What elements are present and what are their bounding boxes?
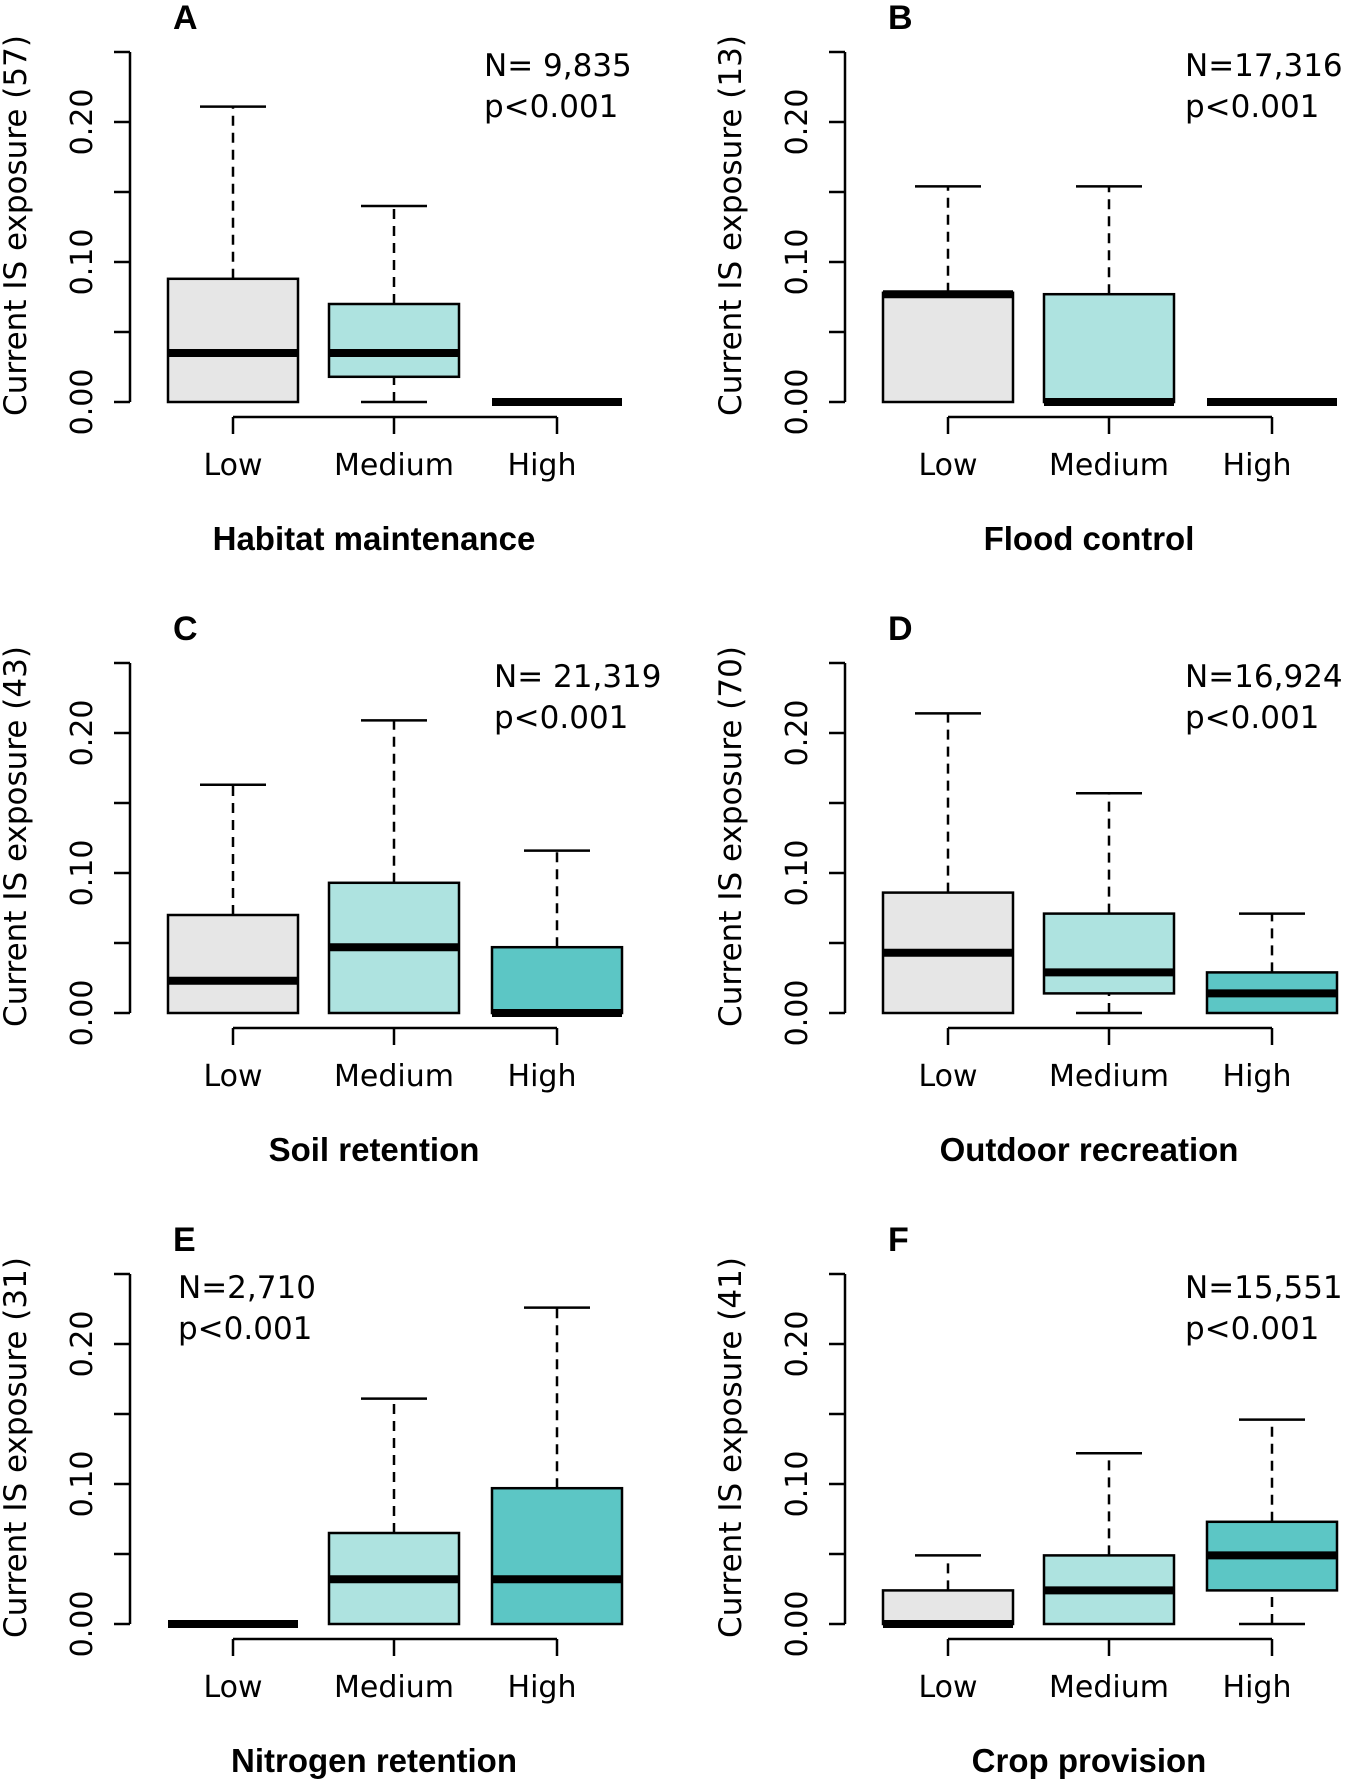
- annotation-p: p<0.001: [1185, 89, 1319, 125]
- panel-letter: D: [888, 610, 913, 648]
- panel-letter: C: [173, 610, 198, 648]
- y-tick-label: 0.10: [65, 229, 100, 296]
- x-tick-label: Medium: [1049, 1670, 1169, 1705]
- x-tick-label: Medium: [334, 1670, 454, 1705]
- panel-e: E 0.00 0.10 0.20 Current IS exposure (31) Low…: [0, 1221, 624, 1779]
- x-axis-title: Outdoor recreation: [940, 1131, 1239, 1168]
- y-axis-title: Current IS exposure (43): [0, 646, 34, 1027]
- x-axis-title: Nitrogen retention: [231, 1742, 517, 1779]
- box-high: [490, 849, 624, 1017]
- y-tick-label: 0.00: [65, 1591, 100, 1658]
- y-tick-label: 0.20: [65, 700, 100, 767]
- x-tick-label: Medium: [1049, 448, 1169, 483]
- x-axis-title: Crop provision: [972, 1742, 1207, 1779]
- panel-d: D 0.00 0.10 0.20 Current IS exposure (70) Low…: [713, 610, 1343, 1168]
- y-tick-label: 0.10: [780, 840, 815, 907]
- y-tick-label: 0.20: [65, 89, 100, 156]
- annotation-p: p<0.001: [1185, 700, 1319, 736]
- x-tick-label: Medium: [334, 1059, 454, 1094]
- box-iqr: [881, 1589, 1015, 1626]
- x-tick-label: High: [1223, 1059, 1292, 1094]
- annotation-p: p<0.001: [1185, 1311, 1319, 1347]
- panel-letter: F: [888, 1221, 909, 1259]
- x-tick-label: Low: [918, 448, 977, 483]
- x-tick-label: Low: [203, 1059, 262, 1094]
- y-tick-label: 0.20: [65, 1311, 100, 1378]
- x-tick-label: Medium: [1049, 1059, 1169, 1094]
- box-iqr: [327, 302, 461, 379]
- x-tick-label: Low: [203, 448, 262, 483]
- box-low: [881, 1554, 1015, 1628]
- y-tick-label: 0.10: [780, 229, 815, 296]
- x-tick-label: High: [1223, 448, 1292, 483]
- box-medium: [1042, 791, 1176, 1015]
- x-tick-label: Low: [918, 1670, 977, 1705]
- y-axis-title: Current IS exposure (70): [713, 646, 749, 1027]
- annotation-n: N=16,924: [1185, 659, 1343, 695]
- box-iqr: [166, 277, 300, 404]
- panel-letter: A: [173, 0, 198, 37]
- x-tick-label: High: [1223, 1670, 1292, 1705]
- box-iqr: [1042, 912, 1176, 995]
- box-iqr: [1042, 292, 1176, 404]
- y-tick-label: 0.20: [780, 1311, 815, 1378]
- y-tick-label: 0.00: [780, 1591, 815, 1658]
- y-axis-title: Current IS exposure (13): [713, 35, 749, 416]
- box-medium: [1042, 1451, 1176, 1626]
- box-medium: [327, 1397, 461, 1626]
- x-tick-label: High: [508, 448, 577, 483]
- annotation-n: N=15,551: [1185, 1270, 1343, 1306]
- y-tick-label: 0.00: [780, 980, 815, 1047]
- x-axis-title: Habitat maintenance: [213, 520, 536, 557]
- x-tick-label: High: [508, 1059, 577, 1094]
- panel-letter: E: [173, 1221, 196, 1259]
- y-tick-label: 0.00: [65, 980, 100, 1047]
- annotation-p: p<0.001: [178, 1311, 312, 1347]
- x-tick-label: High: [508, 1670, 577, 1705]
- y-tick-label: 0.10: [780, 1451, 815, 1518]
- y-tick-label: 0.20: [780, 89, 815, 156]
- box-iqr: [166, 913, 300, 1015]
- annotation-n: N=17,316: [1185, 48, 1343, 84]
- y-axis-title: Current IS exposure (41): [713, 1257, 749, 1638]
- box-low: [881, 712, 1015, 1015]
- panel-letter: B: [888, 0, 913, 37]
- annotation-n: N=2,710: [178, 1270, 316, 1306]
- box-iqr: [490, 945, 624, 1015]
- x-tick-label: Low: [203, 1670, 262, 1705]
- y-axis-title: Current IS exposure (31): [0, 1257, 34, 1638]
- x-tick-label: Medium: [334, 448, 454, 483]
- panel-f: F 0.00 0.10 0.20 Current IS exposure (41) Low…: [713, 1221, 1343, 1779]
- box-high: [1205, 1418, 1339, 1626]
- annotation-n: N= 9,835: [484, 48, 632, 84]
- panel-a: A 0.00 0.10 0.20 Current IS exposure (57) Low…: [0, 0, 632, 557]
- y-tick-label: 0.10: [65, 840, 100, 907]
- annotation-p: p<0.001: [484, 89, 618, 125]
- y-tick-label: 0.20: [780, 700, 815, 767]
- box-low: [881, 185, 1015, 404]
- panel-c: C 0.00 0.10 0.20 Current IS exposure (43) Low…: [0, 610, 662, 1168]
- box-medium: [327, 204, 461, 404]
- box-low: [166, 783, 300, 1015]
- x-tick-label: Low: [918, 1059, 977, 1094]
- y-axis-title: Current IS exposure (57): [0, 35, 34, 416]
- x-axis-title: Flood control: [984, 520, 1195, 557]
- annotation-p: p<0.001: [494, 700, 628, 736]
- box-high: [490, 1306, 624, 1626]
- box-iqr: [881, 291, 1015, 404]
- panel-b: B 0.00 0.10 0.20 Current IS exposure (13) Low…: [713, 0, 1343, 557]
- box-medium: [1042, 185, 1176, 406]
- x-axis-title: Soil retention: [269, 1131, 480, 1168]
- box-iqr: [490, 1486, 624, 1626]
- box-low: [166, 105, 300, 404]
- box-medium: [327, 719, 461, 1015]
- annotation-n: N= 21,319: [494, 659, 662, 695]
- y-tick-label: 0.00: [65, 369, 100, 436]
- box-high: [1205, 912, 1339, 1015]
- y-tick-label: 0.10: [65, 1451, 100, 1518]
- y-tick-label: 0.00: [780, 369, 815, 436]
